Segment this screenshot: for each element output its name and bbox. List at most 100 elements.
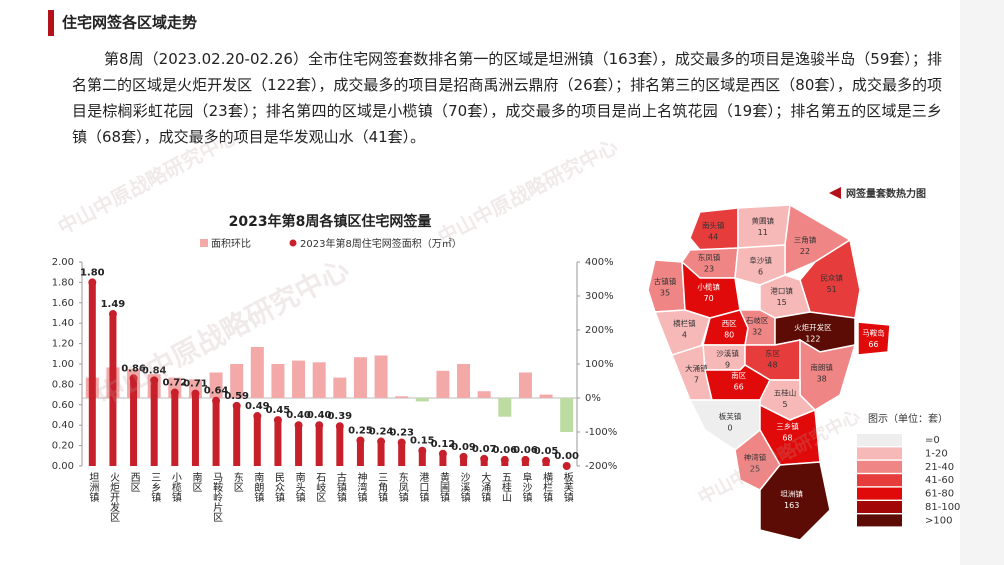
map-region: [738, 309, 776, 346]
map-legend-label: =0: [925, 435, 940, 446]
value-label: 0.06: [492, 445, 517, 456]
value-label: 0.59: [224, 391, 249, 402]
region-value: 15: [777, 298, 787, 307]
map-region: [734, 244, 786, 286]
map-legend-label: 81-100: [925, 502, 960, 513]
ratio-bar: [518, 372, 532, 398]
region-value: 66: [868, 340, 878, 349]
x-tick-label: 三乡镇: [149, 472, 161, 503]
map-region: [688, 399, 761, 451]
side-band: [960, 0, 1004, 565]
x-tick-label: 南头镇: [293, 471, 305, 503]
area-bar: [356, 440, 364, 466]
x-tick-label: 横栏镇: [541, 471, 553, 503]
region-name: 古镇镇: [654, 276, 677, 286]
y-tick-label: 1.40: [52, 318, 74, 329]
y-tick-label: 2.00: [52, 257, 74, 268]
region-value: 4: [682, 331, 687, 340]
region-value: 32: [752, 328, 762, 337]
region-name: 民众镇: [820, 273, 843, 283]
y-tick-label: 0.40: [52, 420, 74, 431]
area-bar: [274, 420, 282, 466]
area-bar: [315, 425, 323, 466]
x-tick-label: 马鞍岭片区: [211, 472, 223, 522]
x-tick-label: 五桂山: [499, 472, 511, 502]
header-title: 住宅网签各区域走势: [62, 14, 197, 32]
x-tick-label: 大涌镇: [479, 471, 491, 503]
map-title-icon: [829, 187, 841, 199]
x-tick-label: 南区: [190, 471, 202, 492]
map-region: [759, 403, 821, 466]
region-value: 66: [734, 382, 744, 391]
region-value: 9: [725, 361, 730, 370]
value-label: 0.39: [327, 411, 352, 422]
area-bar: [521, 459, 529, 466]
region-value: 163: [784, 501, 799, 510]
y2-tick-label: 300%: [585, 291, 614, 302]
ratio-bar: [127, 369, 141, 398]
ratio-bar: [457, 364, 471, 398]
summary-paragraph: 第8周（2023.02.20-02.26）全市住宅网签套数排名第一的区域是坦洲镇…: [72, 50, 942, 146]
ratio-bar: [395, 396, 409, 398]
area-dot: [253, 412, 262, 421]
area-dot: [108, 310, 117, 319]
region-value: 35: [660, 288, 670, 297]
map-region: [759, 461, 831, 541]
map-region: [653, 309, 711, 356]
area-dot: [335, 422, 344, 431]
map-legend-label: 1-20: [925, 448, 948, 459]
region-value: 80: [724, 331, 734, 340]
y2-tick-label: 200%: [585, 325, 614, 336]
y2-tick-label: 0%: [585, 393, 601, 404]
x-tick-label: 沙溪镇: [458, 472, 470, 503]
map-legend-label: >100: [925, 515, 952, 526]
x-tick-label: 三角镇: [376, 472, 388, 503]
y-tick-label: 1.60: [52, 298, 74, 309]
region-value: 11: [758, 228, 768, 237]
area-dot: [212, 396, 221, 405]
area-dot: [232, 401, 241, 410]
region-value: 7: [694, 376, 699, 385]
map-region: [784, 203, 852, 277]
x-tick-label: 港口镇: [417, 472, 429, 503]
value-label: 0.40: [286, 410, 311, 421]
legend-swatch: [289, 239, 297, 247]
map-region: [704, 364, 771, 401]
area-bar: [439, 453, 447, 466]
region-value: 22: [800, 247, 810, 256]
region-value: 0: [727, 424, 732, 433]
ratio-bar: [333, 377, 347, 398]
ratio-bar: [188, 379, 202, 398]
x-tick-label: 火炬开发区: [107, 472, 119, 522]
region-value: 23: [704, 265, 714, 274]
map-region: [681, 247, 739, 279]
ratio-bar: [85, 377, 99, 398]
area-bar: [253, 416, 261, 466]
x-tick-label: 石岐区: [314, 472, 326, 502]
x-tick-label: 坦洲镇: [87, 471, 99, 503]
area-bar: [398, 442, 406, 466]
region-value: 6: [758, 268, 763, 277]
value-label: 0.49: [245, 401, 270, 412]
chart-title: 2023年第8周各镇区住宅网签量: [229, 213, 432, 230]
area-dot: [542, 456, 551, 465]
value-label: 1.80: [80, 267, 105, 278]
map-legend-title: 图示（单位：套）: [868, 412, 948, 425]
map-region: [737, 204, 791, 249]
ratio-bar: [436, 370, 450, 398]
area-bar: [150, 380, 158, 466]
y-tick-label: 0.80: [52, 379, 74, 390]
map-region: [681, 260, 741, 319]
value-label: 0.00: [554, 451, 579, 462]
area-dot: [315, 421, 324, 430]
x-tick-label: 黄圃镇: [437, 471, 449, 503]
value-label: 0.40: [307, 410, 332, 421]
region-value: 122: [805, 334, 820, 343]
value-label: 0.25: [348, 426, 373, 437]
ratio-bar: [168, 377, 182, 398]
area-dot: [294, 421, 303, 430]
region-name: 黄圃镇: [752, 216, 775, 226]
x-tick-label: 南朗镇: [252, 471, 264, 503]
region-name: 小榄镇: [697, 282, 720, 292]
